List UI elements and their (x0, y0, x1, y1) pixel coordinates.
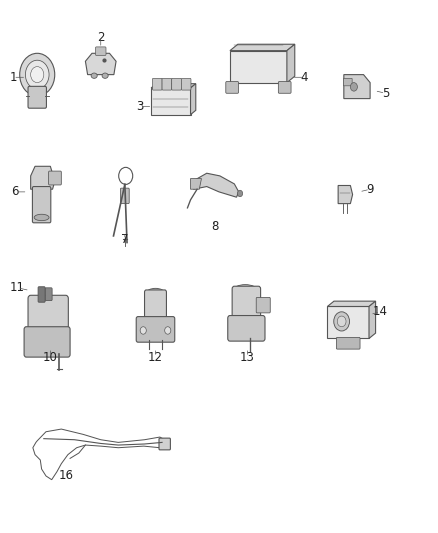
FancyBboxPatch shape (279, 82, 291, 93)
Ellipse shape (102, 73, 108, 78)
Polygon shape (230, 51, 287, 83)
FancyBboxPatch shape (343, 78, 352, 86)
FancyBboxPatch shape (159, 438, 170, 450)
Text: 7: 7 (121, 233, 129, 246)
Text: 4: 4 (300, 71, 308, 84)
FancyBboxPatch shape (256, 297, 270, 313)
Polygon shape (230, 44, 295, 51)
Text: 5: 5 (382, 87, 389, 100)
FancyBboxPatch shape (336, 337, 360, 349)
FancyBboxPatch shape (181, 78, 191, 90)
Polygon shape (287, 44, 295, 83)
Text: 14: 14 (373, 305, 388, 318)
Text: 6: 6 (11, 185, 19, 198)
Polygon shape (151, 88, 191, 115)
FancyBboxPatch shape (24, 327, 70, 357)
FancyBboxPatch shape (232, 286, 261, 322)
Circle shape (165, 327, 171, 334)
Text: 13: 13 (240, 351, 255, 364)
FancyBboxPatch shape (145, 290, 166, 322)
Polygon shape (85, 53, 116, 75)
FancyBboxPatch shape (28, 86, 46, 108)
FancyBboxPatch shape (120, 188, 129, 204)
Polygon shape (191, 84, 196, 115)
FancyBboxPatch shape (49, 171, 61, 185)
Circle shape (334, 312, 350, 331)
FancyBboxPatch shape (32, 187, 51, 223)
Circle shape (31, 67, 44, 83)
Ellipse shape (34, 214, 49, 221)
FancyBboxPatch shape (172, 78, 181, 90)
Text: 8: 8 (211, 220, 218, 233)
Text: 2: 2 (97, 31, 105, 44)
Polygon shape (369, 301, 376, 338)
Text: 1: 1 (9, 71, 17, 84)
FancyBboxPatch shape (38, 287, 45, 302)
Polygon shape (191, 179, 201, 189)
FancyBboxPatch shape (28, 295, 68, 334)
Text: 11: 11 (10, 281, 25, 294)
Ellipse shape (233, 285, 257, 296)
Text: 3: 3 (137, 100, 144, 113)
Polygon shape (328, 306, 369, 338)
Circle shape (140, 327, 146, 334)
Polygon shape (193, 173, 239, 197)
Polygon shape (31, 166, 55, 189)
Ellipse shape (91, 73, 97, 78)
Polygon shape (338, 185, 353, 204)
FancyBboxPatch shape (136, 317, 175, 342)
Circle shape (25, 60, 49, 89)
Circle shape (350, 83, 357, 91)
Ellipse shape (146, 288, 165, 298)
FancyBboxPatch shape (95, 47, 106, 55)
Text: 12: 12 (148, 351, 163, 364)
Circle shape (337, 316, 346, 327)
Circle shape (20, 53, 55, 96)
FancyBboxPatch shape (45, 288, 52, 301)
FancyBboxPatch shape (162, 78, 172, 90)
FancyBboxPatch shape (152, 78, 162, 90)
Polygon shape (344, 75, 370, 99)
Text: 10: 10 (43, 351, 58, 364)
Text: 16: 16 (58, 469, 73, 482)
FancyBboxPatch shape (228, 316, 265, 341)
Polygon shape (151, 84, 196, 88)
FancyBboxPatch shape (226, 82, 239, 93)
Circle shape (237, 190, 243, 197)
Text: 9: 9 (366, 183, 374, 196)
Polygon shape (328, 301, 376, 306)
